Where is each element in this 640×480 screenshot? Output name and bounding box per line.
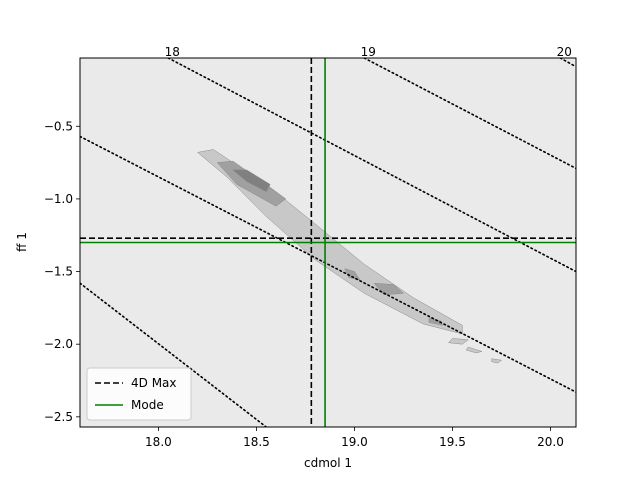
x-tick-label: 19.0 — [341, 435, 368, 449]
y-tick-label: −1.5 — [44, 265, 73, 279]
diagonal-label-19: 19 — [361, 45, 376, 59]
diagonal-line-2 — [559, 58, 576, 68]
plot-frame — [79, 57, 577, 428]
x-axis-label: cdmol 1 — [304, 456, 352, 470]
reference-lines — [80, 58, 576, 427]
diagonal-line-4 — [80, 282, 268, 427]
x-tick-label: 20.0 — [537, 435, 564, 449]
y-tick-label: −1.0 — [44, 192, 73, 206]
x-axis-ticks: 18.0 18.5 19.0 19.5 20.0 — [145, 427, 564, 449]
contour-region-7 — [465, 346, 483, 354]
legend-label-4d-max: 4D Max — [131, 376, 177, 390]
x-tick-label: 18.0 — [145, 435, 172, 449]
y-axis-label: ff 1 — [15, 232, 29, 252]
diagonal-lines — [80, 58, 576, 427]
diagonal-labels: 18 19 20 — [165, 45, 572, 59]
legend-box — [86, 367, 192, 421]
y-tick-label: −0.5 — [44, 119, 73, 133]
contour-region-8 — [491, 358, 503, 364]
x-tick-label: 18.5 — [243, 435, 270, 449]
contour-region-6 — [448, 338, 469, 345]
x-tick-label: 19.5 — [439, 435, 466, 449]
diagonal-line-0 — [167, 58, 576, 273]
legend: 4D Max Mode — [86, 367, 192, 421]
y-axis-ticks: −0.5 −1.0 −1.5 −2.0 −2.5 — [44, 119, 80, 424]
legend-label-mode: Mode — [131, 398, 164, 412]
diagonal-label-18: 18 — [165, 45, 180, 59]
diagonal-line-1 — [363, 58, 576, 170]
contour-region-2 — [232, 169, 271, 193]
y-tick-label: −2.0 — [44, 337, 73, 351]
diagonal-line-3 — [80, 135, 576, 393]
y-tick-label: −2.5 — [44, 410, 73, 424]
diagonal-label-20: 20 — [557, 45, 572, 59]
